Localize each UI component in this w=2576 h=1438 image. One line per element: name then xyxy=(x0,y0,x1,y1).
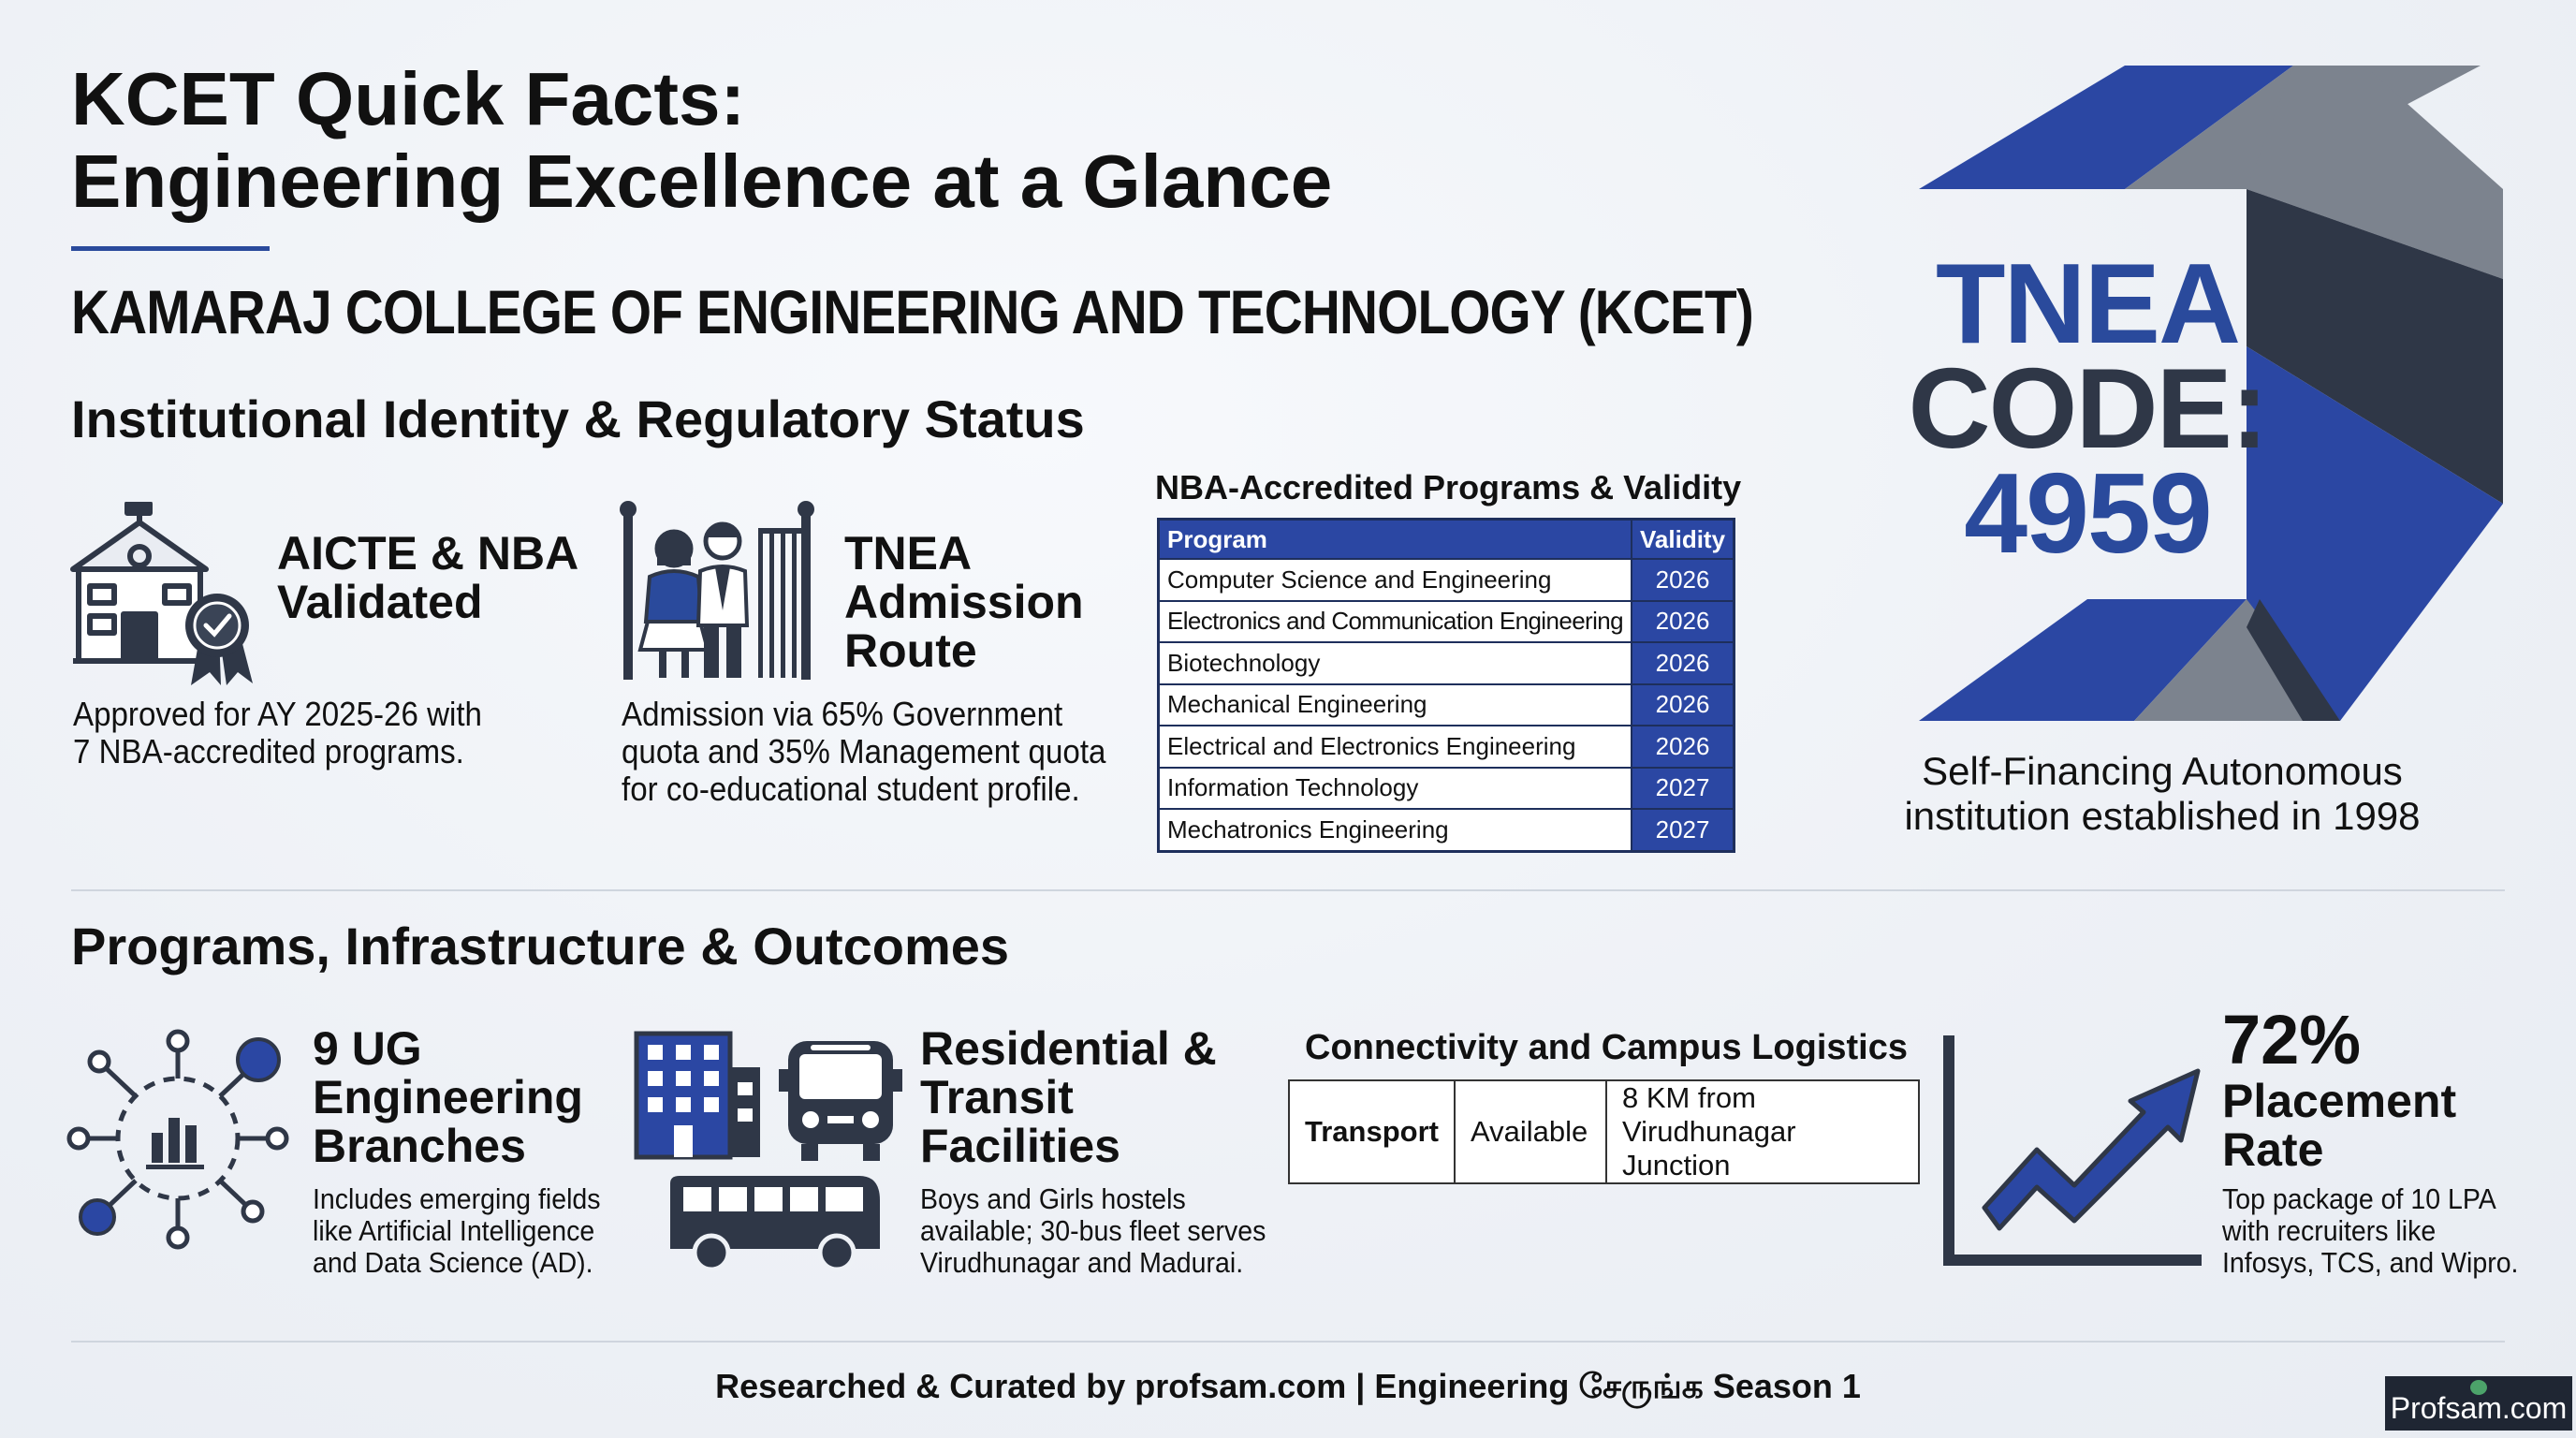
section-heading-identity: Institutional Identity & Regulatory Stat… xyxy=(71,389,1085,448)
table-row: Electrical and Electronics Engineering 20… xyxy=(1157,725,1735,769)
connectivity-title: Connectivity and Campus Logistics xyxy=(1305,1028,1908,1067)
residential-transit-description: Boys and Girls hostels available; 30-bus… xyxy=(920,1182,1266,1279)
bus-front-icon xyxy=(779,1041,902,1161)
hostel-building-icon xyxy=(634,1031,760,1160)
placement-description: Top package of 10 LPA with recruiters li… xyxy=(2222,1182,2519,1279)
tnea-code-number: 4959 xyxy=(1964,449,2212,577)
table-header-row: Program Validity xyxy=(1157,518,1735,560)
title-line-2: Engineering Excellence at a Glance xyxy=(71,139,1333,223)
profsam-badge[interactable]: Profsam.com xyxy=(2385,1376,2572,1431)
tnea-code-line-1: TNEA xyxy=(1935,240,2241,367)
program-cell: Mechatronics Engineering xyxy=(1157,808,1633,852)
ug-branches-title: 9 UG Engineering Branches xyxy=(313,1022,583,1172)
tnea-code-logo-shape xyxy=(1919,66,2503,721)
section-heading-programs: Programs, Infrastructure & Outcomes xyxy=(71,917,1010,976)
aicte-nba-description: Approved for AY 2025-26 with 7 NBA-accre… xyxy=(73,695,482,770)
program-cell: Computer Science and Engineering xyxy=(1157,558,1633,602)
table-row: Biotechnology 2026 xyxy=(1157,641,1735,685)
validity-cell: 2026 xyxy=(1631,682,1735,726)
tnea-admission-description: Admission via 65% Government quota and 3… xyxy=(622,695,1106,808)
nba-table-title: NBA-Accredited Programs & Validity xyxy=(1155,468,1742,506)
program-cell: Biotechnology xyxy=(1157,641,1633,685)
table-row: Information Technology 2027 xyxy=(1157,766,1735,810)
residential-transit-title: Residential & Transit Facilities xyxy=(920,1022,1217,1172)
table-row: Transport Available 8 KM from Virudhunag… xyxy=(1288,1079,1920,1184)
program-cell: Mechanical Engineering xyxy=(1157,682,1633,726)
ug-branches-description: Includes emerging fields like Artificial… xyxy=(313,1182,601,1279)
tnea-admission-title: TNEA Admission Route xyxy=(844,527,1084,677)
page-title: KCET Quick Facts: Engineering Excellence… xyxy=(71,58,1332,223)
validity-cell: 2026 xyxy=(1631,725,1735,769)
aicte-nba-title: AICTE & NBA Validated xyxy=(277,527,579,628)
college-building-badge-icon xyxy=(70,502,253,685)
program-cell: Electrical and Electronics Engineering xyxy=(1157,725,1633,769)
bus-side-icon xyxy=(670,1176,880,1272)
validity-cell: 2026 xyxy=(1631,558,1735,602)
transport-distance: 8 KM from Virudhunagar Junction xyxy=(1604,1079,1920,1184)
placement-title: 72% Placement Rate xyxy=(2222,1001,2457,1176)
program-cell: Electronics and Communication Engineerin… xyxy=(1157,599,1633,643)
growth-chart-icon xyxy=(1943,1035,2202,1266)
badge-label: Profsam.com xyxy=(2390,1391,2568,1425)
program-cell: Information Technology xyxy=(1157,766,1633,810)
validity-cell: 2027 xyxy=(1631,808,1735,852)
table-row: Mechatronics Engineering 2027 xyxy=(1157,808,1735,852)
section-divider xyxy=(71,889,2505,891)
footer-divider xyxy=(71,1341,2505,1343)
table-row: Mechanical Engineering 2026 xyxy=(1157,682,1735,726)
transport-status: Available xyxy=(1453,1079,1607,1184)
title-line-1: KCET Quick Facts: xyxy=(71,57,746,140)
table-row: Computer Science and Engineering 2026 xyxy=(1157,558,1735,602)
table-row: Electronics and Communication Engineerin… xyxy=(1157,599,1735,643)
validity-cell: 2026 xyxy=(1631,599,1735,643)
students-gate-icon xyxy=(620,501,814,680)
placement-rate-value: 72% xyxy=(2222,1001,2362,1078)
transport-label: Transport xyxy=(1288,1079,1456,1184)
footer-credit: Researched & Curated by profsam.com | En… xyxy=(715,1367,1861,1405)
column-header-program: Program xyxy=(1157,518,1633,560)
validity-cell: 2027 xyxy=(1631,766,1735,810)
leaf-icon xyxy=(2470,1380,2487,1395)
tnea-code-line-2: CODE: xyxy=(1908,345,2268,472)
connectivity-table: Transport Available 8 KM from Virudhunag… xyxy=(1288,1079,1920,1184)
title-underline xyxy=(71,246,270,251)
institution-caption: Self-Financing Autonomous institution es… xyxy=(1904,749,2421,838)
tnea-code-text: TNEA CODE: 4959 xyxy=(1863,240,2312,577)
nba-programs-table: Program Validity Computer Science and En… xyxy=(1157,518,1736,853)
college-name: KAMARAJ COLLEGE OF ENGINEERING AND TECHN… xyxy=(71,277,1754,346)
branch-network-icon xyxy=(66,1029,289,1250)
validity-cell: 2026 xyxy=(1631,641,1735,685)
column-header-validity: Validity xyxy=(1631,518,1735,560)
